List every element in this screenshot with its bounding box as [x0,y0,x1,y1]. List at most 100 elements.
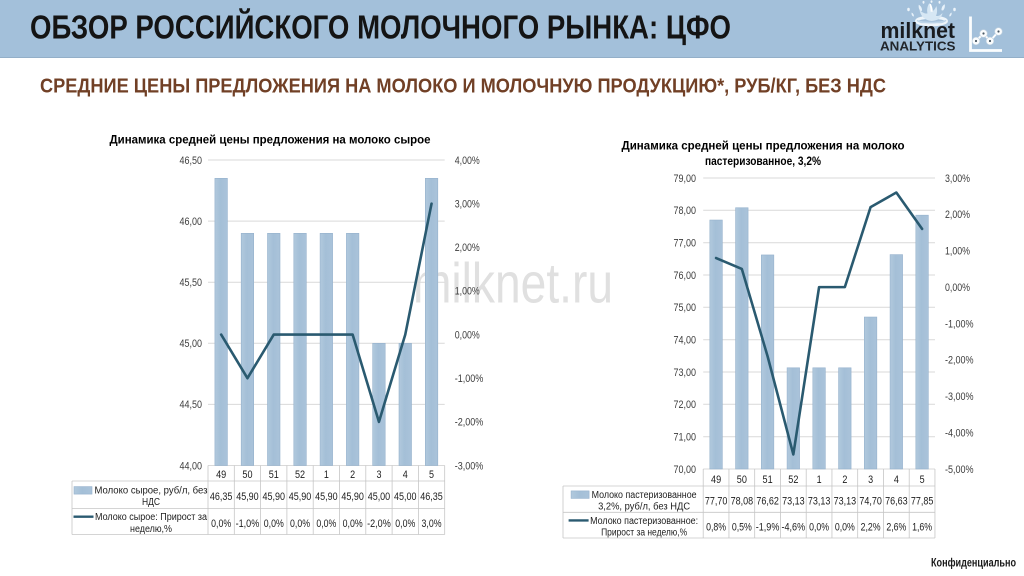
svg-text:77,00: 77,00 [674,237,697,249]
svg-text:45,00: 45,00 [180,338,203,350]
svg-text:0,0%: 0,0% [211,518,231,530]
svg-text:Молоко пастеризованное: Молоко пастеризованное [592,490,697,501]
svg-text:Конфиденциально: Конфиденциально [931,556,1016,570]
svg-text:Прирост за неделю,%: Прирост за неделю,% [601,528,687,539]
svg-text:45,90: 45,90 [341,491,364,503]
svg-text:72,00: 72,00 [674,399,697,411]
svg-text:-3,00%: -3,00% [945,391,974,403]
svg-text:73,13: 73,13 [808,495,831,507]
svg-text:4,00%: 4,00% [455,155,480,167]
svg-text:46,35: 46,35 [420,491,443,503]
svg-text:45,50: 45,50 [180,277,203,289]
svg-text:0,0%: 0,0% [290,518,310,530]
svg-text:44,00: 44,00 [180,460,203,472]
svg-text:74,00: 74,00 [674,334,697,346]
svg-text:ANALYTICS: ANALYTICS [880,38,956,53]
svg-text:76,63: 76,63 [885,495,908,507]
svg-text:3,0%: 3,0% [422,518,442,530]
svg-text:4: 4 [403,469,408,481]
svg-text:73,13: 73,13 [834,495,857,507]
svg-text:74,70: 74,70 [859,495,882,507]
svg-text:3: 3 [376,469,381,481]
svg-text:45,00: 45,00 [394,491,417,503]
svg-text:2,00%: 2,00% [455,242,480,254]
svg-text:45,00: 45,00 [368,491,391,503]
svg-text:0,0%: 0,0% [809,521,829,533]
svg-text:45,90: 45,90 [236,491,259,503]
svg-text:78,08: 78,08 [731,495,754,507]
svg-text:45,90: 45,90 [289,491,312,503]
svg-text:3,00%: 3,00% [455,198,480,210]
svg-text:3,00%: 3,00% [945,173,970,185]
svg-text:0,5%: 0,5% [732,521,752,533]
svg-text:-4,00%: -4,00% [945,427,974,439]
svg-text:76,00: 76,00 [674,270,697,282]
svg-text:Динамика средней цены предложе: Динамика средней цены предложения на мол… [622,140,905,153]
svg-text:-1,00%: -1,00% [945,318,974,330]
svg-text:пастеризованное, 3,2%: пастеризованное, 3,2% [705,155,821,168]
svg-text:-1,0%: -1,0% [236,518,260,530]
svg-text:2,6%: 2,6% [886,521,906,533]
svg-text:Молоко сырое: Прирост за: Молоко сырое: Прирост за [95,512,207,523]
svg-text:-1,00%: -1,00% [455,373,484,385]
svg-text:0,0%: 0,0% [835,521,855,533]
svg-text:4: 4 [894,474,899,486]
svg-text:СРЕДНИЕ ЦЕНЫ ПРЕДЛОЖЕНИЯ НА МО: СРЕДНИЕ ЦЕНЫ ПРЕДЛОЖЕНИЯ НА МОЛОКО И МОЛ… [40,75,886,98]
svg-text:49: 49 [216,469,226,481]
svg-text:73,13: 73,13 [782,495,805,507]
svg-text:0,0%: 0,0% [264,518,284,530]
svg-text:44,50: 44,50 [180,399,203,411]
svg-text:49: 49 [711,474,721,486]
svg-text:0,0%: 0,0% [343,518,363,530]
svg-text:Динамика средней цены предложе: Динамика средней цены предложения на мол… [110,134,432,147]
svg-text:78,00: 78,00 [674,205,697,217]
svg-text:Молоко сырое, руб/л, без: Молоко сырое, руб/л, без [95,484,208,496]
svg-text:5: 5 [429,469,434,481]
svg-text:НДС: НДС [142,497,160,508]
svg-text:milknet: milknet [881,18,956,43]
svg-text:1: 1 [324,469,329,481]
svg-text:79,00: 79,00 [674,173,697,185]
svg-text:50: 50 [242,469,252,481]
svg-text:неделю,%: неделю,% [130,524,172,535]
svg-text:2,2%: 2,2% [861,521,881,533]
svg-text:0,8%: 0,8% [706,521,726,533]
svg-text:0,0%: 0,0% [395,518,415,530]
svg-text:1,00%: 1,00% [945,246,970,258]
svg-text:-2,00%: -2,00% [945,355,974,367]
svg-text:-5,00%: -5,00% [945,464,974,476]
svg-text:-3,00%: -3,00% [455,460,484,472]
svg-text:45,90: 45,90 [315,491,338,503]
svg-text:1,6%: 1,6% [912,521,932,533]
svg-text:46,50: 46,50 [180,155,203,167]
svg-text:75,00: 75,00 [674,302,697,314]
svg-text:76,62: 76,62 [756,495,779,507]
svg-text:3: 3 [868,474,873,486]
svg-text:77,70: 77,70 [705,495,728,507]
svg-text:52: 52 [788,474,798,486]
svg-text:2,00%: 2,00% [945,209,970,221]
svg-text:51: 51 [269,469,279,481]
svg-text:5: 5 [920,474,925,486]
svg-text:70,00: 70,00 [674,464,697,476]
svg-text:0,0%: 0,0% [316,518,336,530]
svg-text:ОБЗОР РОССИЙСКОГО МОЛОЧНОГО РЫ: ОБЗОР РОССИЙСКОГО МОЛОЧНОГО РЫНКА: ЦФО [30,8,731,46]
svg-text:-2,0%: -2,0% [367,518,391,530]
svg-text:milknet.ru: milknet.ru [413,252,613,316]
svg-text:-2,00%: -2,00% [455,417,484,429]
svg-text:0,00%: 0,00% [945,282,970,294]
svg-text:52: 52 [295,469,305,481]
svg-text:77,85: 77,85 [911,495,934,507]
svg-text:1,00%: 1,00% [455,286,480,298]
svg-text:2: 2 [842,474,847,486]
svg-text:3,2%, руб/л, без НДС: 3,2%, руб/л, без НДС [598,501,690,513]
svg-text:50: 50 [737,474,747,486]
svg-text:2: 2 [350,469,355,481]
svg-text:0,00%: 0,00% [455,329,480,341]
svg-text:-1,9%: -1,9% [756,521,780,533]
svg-text:46,35: 46,35 [210,491,233,503]
svg-text:45,90: 45,90 [263,491,286,503]
svg-text:71,00: 71,00 [674,431,697,443]
svg-text:51: 51 [763,474,773,486]
svg-text:46,00: 46,00 [180,216,203,228]
